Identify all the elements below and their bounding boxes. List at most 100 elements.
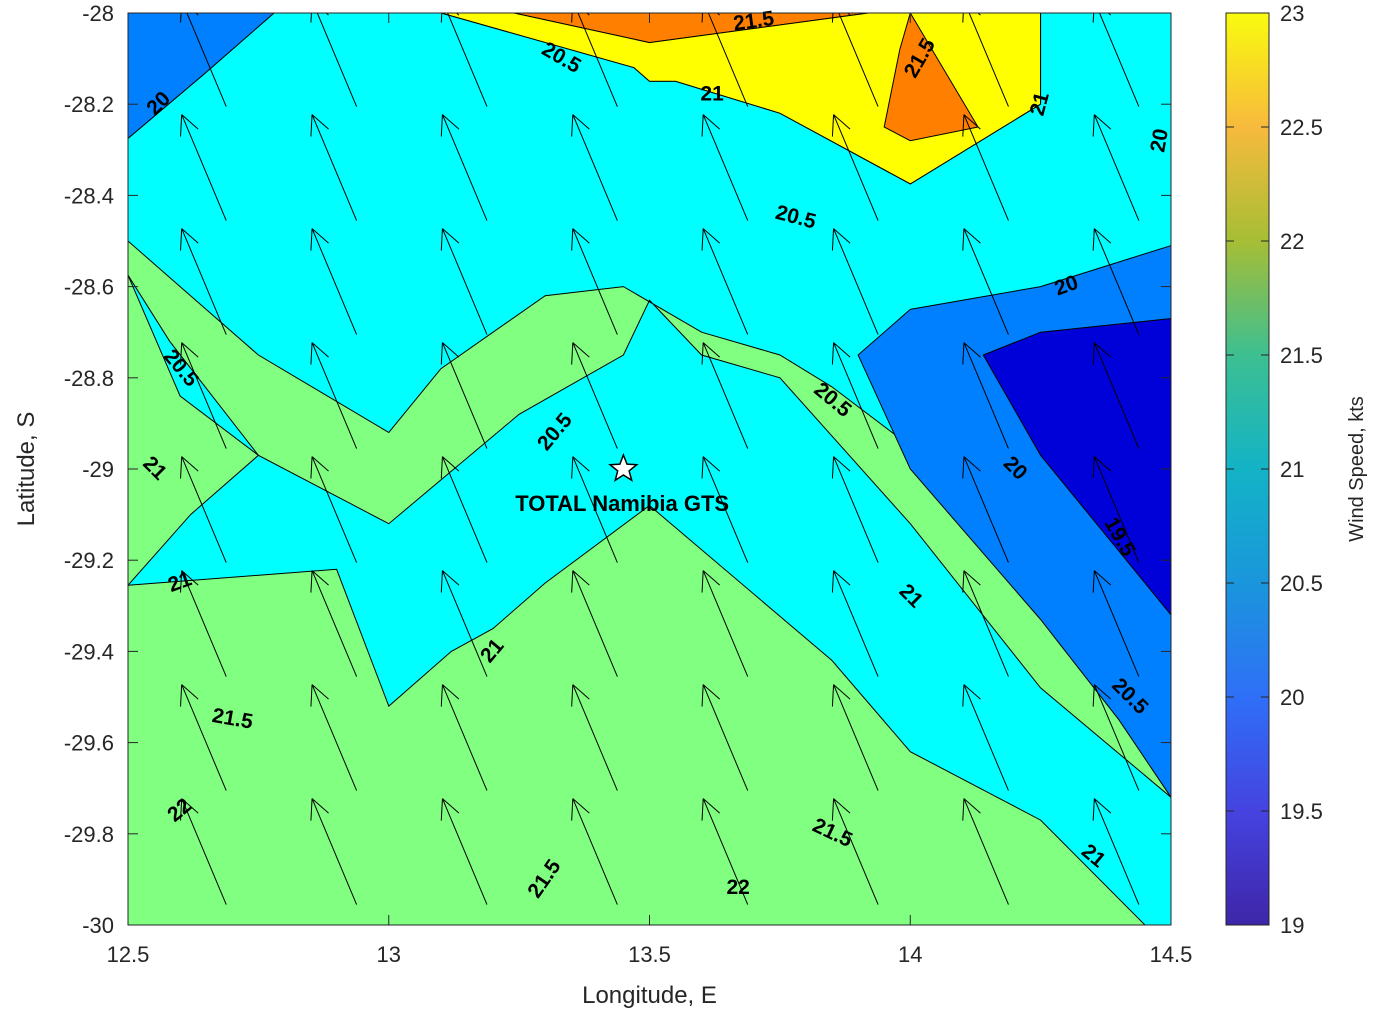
wind-arrow [701,570,749,677]
x-tick-label: 14 [898,942,922,967]
wind-arrow [571,342,618,449]
wind-arrow [1092,114,1140,221]
x-tick-label: 14.5 [1150,942,1193,967]
wind-arrow [701,13,749,107]
wind-arrow [310,228,358,335]
y-tick-label: -28.2 [64,92,114,117]
wind-arrow [310,13,358,107]
colorbar-tick-label: 23 [1280,1,1304,26]
wind-arrow [440,456,488,563]
contour-label: 21 [700,83,724,106]
wind-arrow [180,570,227,677]
wind-arrow [962,456,1009,563]
wind-arrow [180,684,227,791]
wind-arrow [571,13,618,107]
wind-arrow [440,684,488,791]
wind-arrow [962,13,1009,107]
colorbar-tick-label: 21.5 [1280,343,1323,368]
wind-arrow [831,684,879,791]
wind-arrow [701,228,749,335]
wind-arrow [440,798,488,905]
wind-arrow [571,570,618,677]
y-tick-label: -28.8 [64,366,114,391]
wind-arrow [1092,13,1140,107]
colorbar-label: Wind Speed, kts [1346,396,1368,542]
contour-region-21.5-22 [883,13,979,142]
wind-arrow [180,456,227,563]
contour-label: 22 [726,876,749,899]
wind-arrow [701,456,749,563]
wind-arrow [1092,684,1140,791]
y-tick-label: -29.4 [64,639,114,664]
wind-arrow [310,798,358,905]
wind-arrow [1092,456,1140,563]
wind-arrow [180,114,227,221]
wind-arrow [962,228,1009,335]
contour-region-20.5-21 [128,275,260,587]
wind-arrow [180,798,227,905]
colorbar-tick-label: 20.5 [1280,571,1323,596]
wind-arrow [1092,798,1140,905]
y-tick-label: -28.6 [64,275,114,300]
contour-region-19.5-20 [128,13,275,140]
site-marker-group: TOTAL Namibia GTS [515,452,729,516]
y-tick-label: -29.2 [64,548,114,573]
wind-arrow [1092,228,1140,335]
wind-arrow [831,342,879,449]
wind-arrow [831,228,879,335]
wind-arrow [310,684,358,791]
contour-region-20-20.5 [128,13,1171,925]
colorbar-tick-label: 22 [1280,229,1304,254]
x-tick-label: 12.5 [107,942,150,967]
wind-arrow [180,228,227,335]
wind-arrow [440,13,488,107]
wind-arrow [1092,342,1140,449]
wind-arrow [831,798,879,905]
colorbar-tick-label: 21 [1280,457,1304,482]
x-tick-label: 13 [377,942,401,967]
wind-arrow [440,114,488,221]
colorbar-tick-label: 22.5 [1280,115,1323,140]
wind-arrow [831,13,879,107]
wind-arrow [310,456,358,563]
y-axis-label: Latitude, S [13,412,40,527]
y-tick-label: -28.4 [64,183,114,208]
site-annotation: TOTAL Namibia GTS [515,491,729,516]
wind-arrow [571,114,618,221]
y-tick-label: -30 [82,913,114,938]
y-tick-label: -29.8 [64,822,114,847]
contour-label: 20 [1146,127,1173,154]
site-star-icon [608,452,639,482]
wind-arrow [962,798,1009,905]
colorbar-ticks: 19 19.5 20 20.5 21 21.5 22 22.5 23 [1226,1,1323,938]
y-axis-ticks: -28 -28.2 -28.4 -28.6 -28.8 -29 -29.2 -29.4 -29.… [64,1,1171,938]
wind-arrow [831,456,879,563]
wind-arrow [571,228,618,335]
contour-fills [128,13,1171,925]
colorbar-tick-label: 19 [1280,913,1304,938]
wind-arrow [440,228,488,335]
x-tick-label: 13.5 [628,942,671,967]
wind-arrow [440,570,488,677]
wind-arrow [440,342,488,449]
wind-arrow [831,570,879,677]
wind-arrow [571,456,618,563]
wind-arrow [571,798,618,905]
colorbar-tick-label: 20 [1280,685,1304,710]
wind-arrow [962,570,1009,677]
wind-arrow [571,684,618,791]
wind-arrow [180,342,227,449]
wind-arrow [701,114,749,221]
wind-arrow [310,342,358,449]
wind-arrow [180,13,227,107]
wind-arrow [310,570,358,677]
wind-vector-field [180,13,1140,905]
wind-arrow [701,798,749,905]
wind-arrow [962,342,1009,449]
wind-arrow [831,114,879,221]
x-axis-label: Longitude, E [582,982,717,1009]
wind-arrow [962,684,1009,791]
wind-arrow [701,342,749,449]
wind-arrow [962,114,1009,221]
